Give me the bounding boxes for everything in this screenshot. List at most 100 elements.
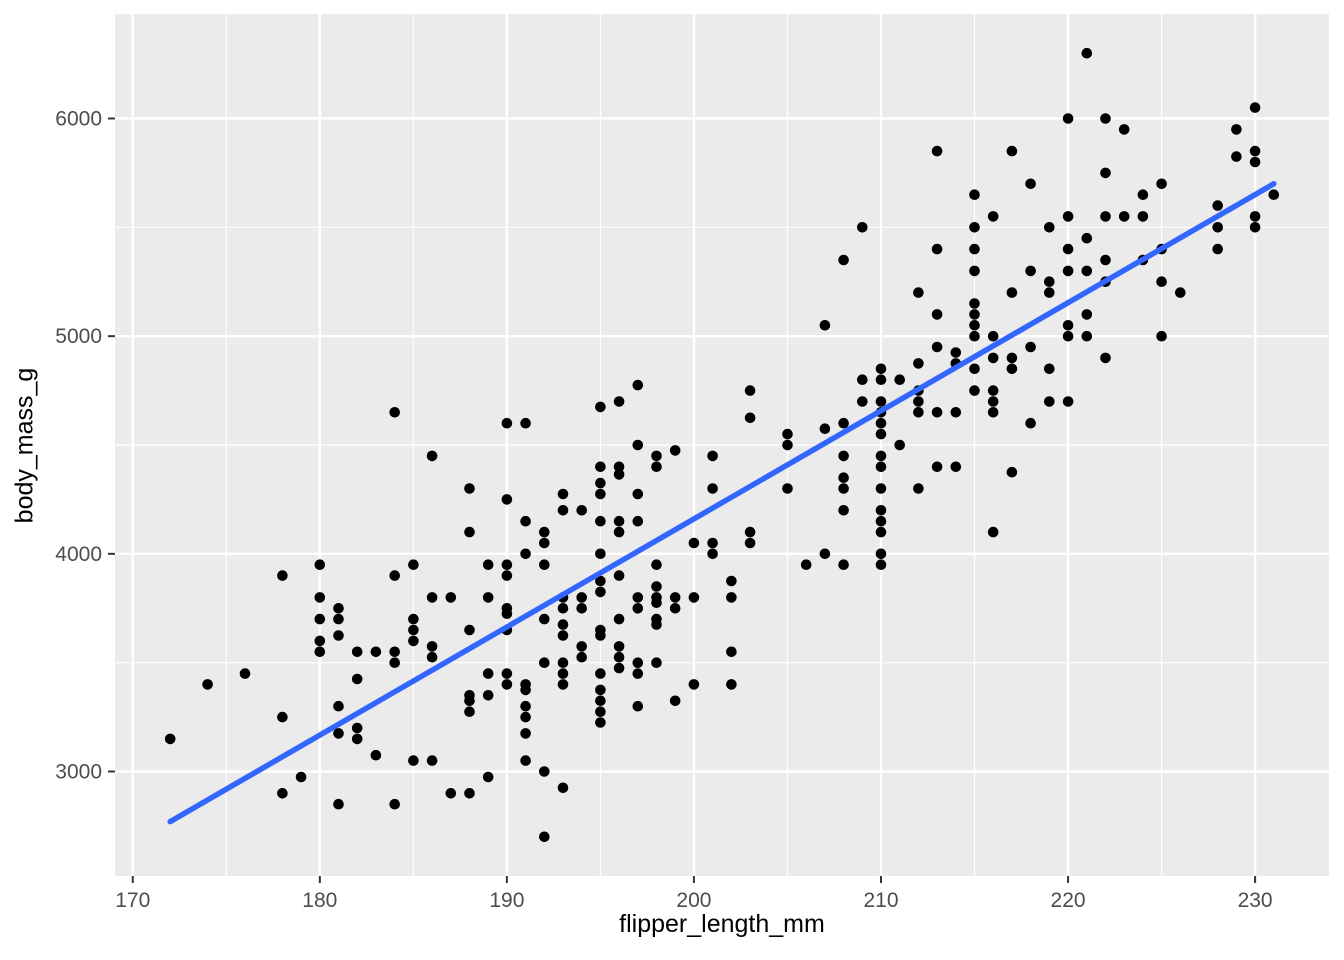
scatter-point xyxy=(987,407,999,418)
scatter-point xyxy=(1044,396,1055,407)
scatter-point xyxy=(632,515,644,527)
scatter-point xyxy=(669,695,681,707)
scatter-point xyxy=(613,515,625,527)
scatter-point xyxy=(482,668,494,679)
scatter-point xyxy=(651,619,662,630)
scatter-point xyxy=(857,396,868,407)
x-tick-label: 200 xyxy=(676,889,711,912)
scatter-point xyxy=(1100,113,1111,124)
scatter-point xyxy=(389,646,401,658)
scatter-point xyxy=(969,222,980,233)
scatter-point xyxy=(969,363,980,375)
scatter-point xyxy=(613,641,625,652)
scatter-point xyxy=(969,298,980,309)
scatter-point xyxy=(1118,211,1130,222)
scatter-point xyxy=(239,668,251,679)
scatter-point xyxy=(707,548,718,560)
scatter-point xyxy=(651,597,662,609)
scatter-point xyxy=(632,488,644,500)
scatter-point xyxy=(1081,309,1093,320)
scatter-point xyxy=(557,488,569,500)
scatter-point xyxy=(370,646,382,658)
scatter-point xyxy=(632,700,644,712)
scatter-point xyxy=(576,603,587,614)
scatter-point xyxy=(1081,265,1093,277)
scatter-point xyxy=(838,483,849,494)
scatter-point xyxy=(875,428,887,440)
scatter-point xyxy=(501,570,513,581)
scatter-point xyxy=(651,657,662,668)
scatter-point xyxy=(613,396,625,407)
scatter-point xyxy=(688,537,700,549)
scatter-point xyxy=(1249,211,1261,222)
scatter-point xyxy=(632,592,644,603)
scatter-point xyxy=(1006,145,1018,157)
scatter-point xyxy=(875,548,887,560)
scatter-point xyxy=(1212,200,1223,211)
scatter-point xyxy=(688,679,700,690)
scatter-point xyxy=(539,537,550,549)
scatter-point xyxy=(819,320,831,331)
scatter-point xyxy=(632,668,644,679)
scatter-point xyxy=(1249,102,1261,113)
scatter-point xyxy=(557,505,569,516)
scatter-point xyxy=(295,771,307,783)
scatter-point xyxy=(1044,287,1055,298)
scatter-point xyxy=(931,407,943,418)
scatter-point xyxy=(669,445,681,456)
scatter-point xyxy=(501,668,513,679)
x-tick-label: 180 xyxy=(302,889,337,912)
scatter-point xyxy=(314,635,326,647)
scatter-point xyxy=(389,798,401,810)
scatter-point xyxy=(464,624,475,636)
scatter-point xyxy=(595,461,606,473)
scatter-point xyxy=(875,450,887,462)
scatter-point xyxy=(1156,178,1167,190)
scatter-point xyxy=(1100,211,1111,222)
y-tick-label: 4000 xyxy=(55,543,102,566)
scatter-point xyxy=(875,363,887,375)
scatter-point xyxy=(389,407,401,418)
y-tick-label: 3000 xyxy=(55,761,102,784)
scatter-point xyxy=(1025,265,1036,277)
scatter-point xyxy=(277,711,288,723)
scatter-point xyxy=(744,537,756,549)
scatter-point xyxy=(351,673,363,685)
scatter-point xyxy=(445,592,457,603)
scatter-point xyxy=(987,352,999,364)
scatter-point xyxy=(482,690,494,701)
scatter-point xyxy=(539,559,550,570)
scatter-point xyxy=(726,575,737,587)
scatter-point xyxy=(408,559,419,570)
scatter-point xyxy=(539,831,550,843)
scatter-point xyxy=(333,798,344,810)
scatter-point xyxy=(913,483,924,494)
scatter-point xyxy=(557,619,569,630)
scatter-point xyxy=(1118,124,1130,135)
scatter-point xyxy=(482,771,494,783)
scatter-point xyxy=(408,755,419,766)
scatter-point xyxy=(1268,189,1280,200)
x-axis-title: flipper_length_mm xyxy=(619,910,825,938)
scatter-point xyxy=(464,706,475,717)
scatter-point xyxy=(520,755,531,766)
scatter-point xyxy=(632,657,644,668)
scatter-point xyxy=(314,559,326,570)
scatter-point xyxy=(857,374,868,386)
x-tick-label: 210 xyxy=(863,889,898,912)
scatter-point xyxy=(464,788,475,799)
scatter-point xyxy=(426,592,438,603)
scatter-point xyxy=(426,641,438,652)
scatter-point xyxy=(314,613,326,625)
scatter-point xyxy=(931,145,943,157)
scatter-point xyxy=(520,417,531,429)
scatter-point xyxy=(333,613,344,625)
scatter-point xyxy=(838,254,849,266)
scatter-point xyxy=(1156,276,1167,288)
scatter-point xyxy=(950,461,962,473)
scatter-point xyxy=(595,488,606,500)
scatter-point xyxy=(913,407,924,418)
scatter-point xyxy=(744,412,756,424)
